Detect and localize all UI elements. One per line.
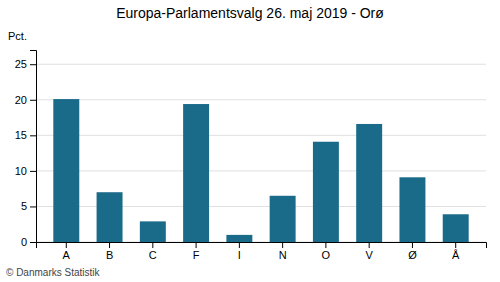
- bar: [226, 235, 252, 242]
- grid: [36, 64, 486, 242]
- y-tick-mark: [30, 64, 36, 65]
- y-tick: 25: [15, 58, 36, 70]
- y-tick-label: 0: [21, 236, 27, 248]
- x-tick-mark: [369, 242, 370, 248]
- grid-line: [36, 170, 486, 171]
- y-tick-label: 10: [15, 165, 27, 177]
- plot: 0 5 10 15 20 25 A B C F I N O V Ø Å: [15, 51, 487, 261]
- x-tick-label: B: [106, 249, 113, 261]
- bar: [97, 192, 123, 242]
- x-tick: F: [193, 242, 200, 261]
- y-tick-mark: [30, 206, 36, 207]
- y-tick: 10: [15, 165, 36, 177]
- x-tick-label: I: [238, 249, 241, 261]
- x-tick-label: F: [193, 249, 200, 261]
- x-tick-mark: [455, 242, 456, 248]
- x-tick-label: Ø: [408, 249, 417, 261]
- x-tick-mark: [239, 242, 240, 248]
- x-tick: B: [106, 242, 113, 261]
- grid-line: [36, 99, 486, 100]
- y-tick-label: 15: [15, 129, 27, 141]
- x-tick-mark: [282, 242, 283, 248]
- footer: © Danmarks Statistik: [6, 267, 101, 278]
- x-tick-mark: [196, 242, 197, 248]
- x-tick: C: [149, 242, 157, 261]
- x-tick: V: [366, 242, 374, 261]
- x-tick-label: O: [322, 249, 331, 261]
- bar: [53, 99, 79, 242]
- x-tick-label: Å: [452, 249, 460, 261]
- x-tick-mark: [152, 242, 153, 248]
- bar: [443, 214, 469, 242]
- y-tick: 0: [21, 236, 36, 248]
- title: Europa-Parlamentsvalg 26. maj 2019 - Orø: [116, 5, 384, 21]
- x-tick-label: N: [279, 249, 287, 261]
- x-axis-line: [37, 243, 487, 249]
- y-tick-mark: [30, 135, 36, 136]
- y-axis-label: Pct.: [8, 30, 27, 42]
- bar: [399, 177, 425, 242]
- x-tick-mark: [325, 242, 326, 248]
- y-tick-mark: [30, 171, 36, 172]
- y-tick: 5: [21, 200, 36, 212]
- y-tick-label: 25: [15, 58, 27, 70]
- x-tick: Å: [452, 242, 460, 261]
- x-tick-label: V: [366, 249, 374, 261]
- x-tick-mark: [412, 242, 413, 248]
- x-tick: A: [63, 242, 71, 261]
- x-axis: ABCFINOVØÅ: [37, 242, 487, 261]
- bar: [183, 104, 209, 242]
- y-axis: 0 5 10 15 20 25: [15, 51, 37, 249]
- y-tick-mark: [30, 242, 36, 243]
- y-tick: 20: [15, 94, 36, 106]
- x-tick-mark: [109, 242, 110, 248]
- bar: [356, 124, 382, 242]
- x-tick-label: C: [149, 249, 157, 261]
- x-tick: O: [322, 242, 331, 261]
- x-tick: N: [279, 242, 287, 261]
- grid-line: [36, 64, 486, 65]
- bar: [313, 142, 339, 242]
- x-tick-label: A: [63, 249, 71, 261]
- y-tick-label: 20: [15, 94, 27, 106]
- grid-line: [36, 135, 486, 136]
- chart: Europa-Parlamentsvalg 26. maj 2019 - Orø…: [0, 0, 500, 282]
- y-axis-line: [30, 51, 37, 243]
- bar: [140, 221, 166, 242]
- y-tick: 15: [15, 129, 36, 141]
- y-tick-mark: [30, 100, 36, 101]
- bars: [53, 99, 468, 242]
- bar: [270, 196, 296, 242]
- x-tick-mark: [66, 242, 67, 248]
- y-tick-label: 5: [21, 200, 27, 212]
- x-tick: I: [238, 242, 241, 261]
- x-tick: Ø: [408, 242, 417, 261]
